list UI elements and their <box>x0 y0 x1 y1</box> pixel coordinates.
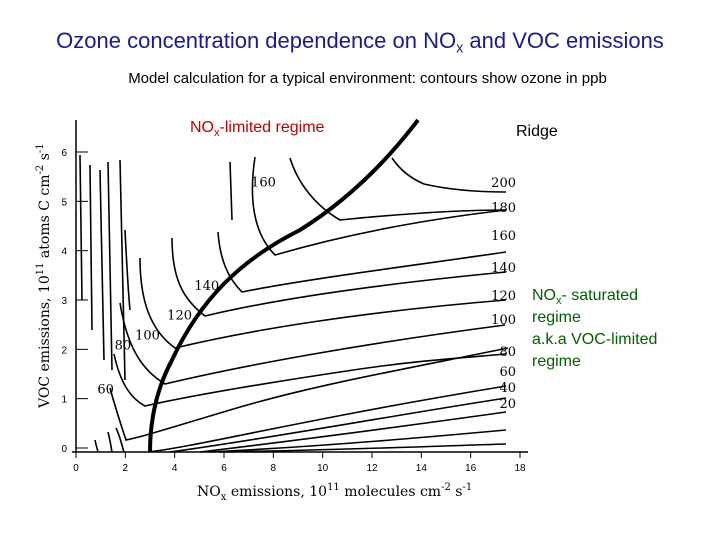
contour-line <box>89 164 93 331</box>
contour-line <box>115 427 125 453</box>
contour-line <box>251 156 507 256</box>
x-tick-label: 12 <box>366 463 378 474</box>
chart-subtitle: Model calculation for a typical environm… <box>128 70 607 87</box>
contour-line <box>99 169 105 361</box>
contour-line <box>147 385 507 453</box>
contour-line <box>229 161 233 221</box>
svg-text:regime: regime <box>532 309 581 326</box>
contour-line <box>94 439 99 453</box>
y-tick-label: 5 <box>61 197 67 208</box>
contour-label-right: 160 <box>491 229 516 244</box>
contour-line <box>119 159 126 381</box>
contour-label: 80 <box>115 338 132 353</box>
contour-label-right: 200 <box>491 176 516 191</box>
contour-label-right: 40 <box>499 381 516 396</box>
x-tick-label: 16 <box>465 463 477 474</box>
y-tick-label: 0 <box>61 444 67 455</box>
contour-line <box>119 302 506 385</box>
x-tick-label: 10 <box>317 463 329 474</box>
contour-label-right: 80 <box>499 345 516 360</box>
contour-label: 60 <box>97 383 114 398</box>
contour-line <box>171 237 507 317</box>
nox-saturated-label: NOx- saturated regime a.k.a VOC-limited … <box>532 287 657 370</box>
x-tick-label: 6 <box>221 463 227 474</box>
y-tick-label: 6 <box>61 148 67 159</box>
x-tick-label: 18 <box>514 463 526 474</box>
axes <box>72 120 528 458</box>
x-axis-label: NOx emissions, 1011 molecules cm-2 s-1 <box>197 482 472 503</box>
contour-line <box>107 431 113 453</box>
svg-text:NOx- saturated: NOx- saturated <box>532 287 638 307</box>
nox-limited-label: NOx-limited regime <box>190 119 325 139</box>
contour-label-right: 120 <box>491 289 516 304</box>
title-sub: x <box>456 40 464 57</box>
chart-title: Ozone concentration dependence on NOx an… <box>0 28 720 56</box>
contour-label-right: 100 <box>491 313 516 328</box>
contour-line <box>107 161 113 371</box>
contour-label-right: 20 <box>499 397 516 412</box>
contour-label: 160 <box>251 176 276 191</box>
contour-line <box>199 411 507 453</box>
contour-line <box>391 157 507 193</box>
y-tick-label: 3 <box>61 296 67 307</box>
x-tick-label: 0 <box>73 463 79 474</box>
y-axis-label: VOC emissions, 1011 atoms C cm-2 s-1 <box>35 143 53 409</box>
svg-text:regime: regime <box>532 353 581 370</box>
contour-line <box>139 257 507 349</box>
contour-line <box>209 429 507 453</box>
x-tick-label: 8 <box>271 463 277 474</box>
y-tick-label: 2 <box>61 345 67 356</box>
x-tick-label: 14 <box>416 463 428 474</box>
contour-line <box>219 443 507 453</box>
ridge-label: Ridge <box>516 123 558 140</box>
title-pre: Ozone concentration dependence on NO <box>56 28 457 53</box>
contour-line <box>113 353 507 407</box>
contour-line <box>217 231 507 293</box>
contour-label-right: 180 <box>491 201 516 216</box>
contour-label-right: 140 <box>491 261 516 276</box>
contour-line <box>124 229 131 311</box>
x-tick-label: 2 <box>123 463 129 474</box>
contour-label: 100 <box>135 328 160 343</box>
contour-lines <box>79 118 509 453</box>
contour-line <box>289 157 507 221</box>
svg-text:a.k.a VOC-limited: a.k.a VOC-limited <box>532 331 657 348</box>
contour-line <box>79 154 83 301</box>
ridge-line <box>148 118 420 453</box>
x-tick-label: 4 <box>172 463 178 474</box>
contour-line <box>109 347 509 441</box>
y-tick-label: 4 <box>61 247 67 258</box>
contour-label: 120 <box>167 309 192 324</box>
contour-label-right: 60 <box>499 365 516 380</box>
title-post: and VOC emissions <box>463 28 664 53</box>
contour-label: 140 <box>194 279 219 294</box>
contour-line <box>169 397 507 453</box>
y-tick-label: 1 <box>61 395 67 406</box>
